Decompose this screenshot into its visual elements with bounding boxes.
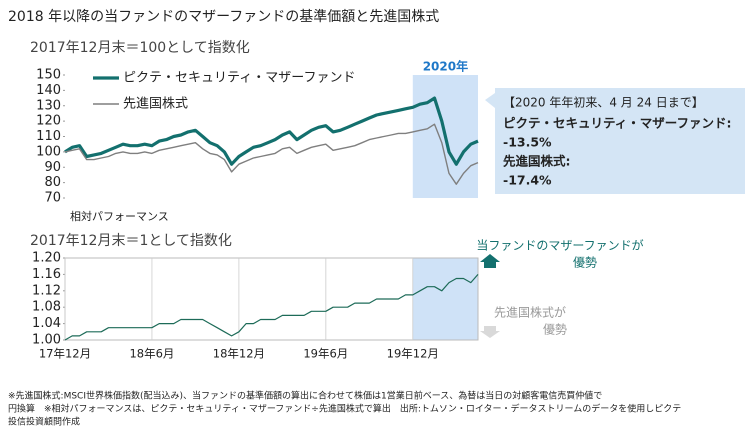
annotation: 当ファンドのマザーファンドが — [476, 238, 643, 253]
y-tick-label: 1.00 — [32, 333, 61, 348]
panel-title: 相対パフォーマンス — [70, 209, 169, 223]
y-tick-label: 1.16 — [32, 267, 61, 282]
y-tick-label: 90 — [44, 160, 61, 175]
callout-pointer — [485, 93, 495, 108]
annotation: 優勢 — [573, 255, 597, 270]
y-tick-label: 130 — [36, 98, 61, 113]
y-tick-label: 1.12 — [32, 283, 61, 298]
x-tick-label: 18年12月 — [213, 347, 265, 361]
y-tick-label: 100 — [36, 144, 61, 159]
x-tick-label: 18年6月 — [129, 347, 174, 361]
series-line — [64, 96, 479, 166]
footnote: 円換算 ※相対パフォーマンスは、ピクテ・セキュリティ・マザーファンド÷先進国株式… — [8, 403, 681, 415]
legend-label: 先進国株式 — [123, 97, 188, 112]
down-arrow — [480, 326, 500, 338]
y-tick-label: 1.20 — [32, 251, 61, 266]
highlight-band — [412, 258, 478, 340]
callout-value: -13.5% — [503, 135, 552, 150]
y-tick-label: 150 — [36, 68, 61, 83]
annotation: 優勢 — [543, 322, 567, 337]
y-tick-label: 120 — [36, 114, 61, 129]
y-tick-label: 110 — [36, 129, 61, 144]
chart-title: 2018 年以降の当ファンドのマザーファンドの基準価額と先進国株式 — [8, 8, 439, 25]
x-tick-label: 19年6月 — [303, 347, 348, 361]
y-tick-label: 1.08 — [32, 300, 61, 315]
highlight-label: 2020年 — [423, 59, 468, 74]
subtitle: 2017年12月末＝100として指数化 — [30, 40, 250, 56]
x-tick-label: 19年12月 — [387, 347, 439, 361]
callout-name: ピクテ・セキュリティ・マザーファンド: — [503, 116, 732, 131]
footnote: 投信投資顧問作成 — [8, 416, 80, 428]
footnote: ※先進国株式:MSCI世界株価指数(配当込み)、当ファンドの基準価額の算出に合わ… — [8, 390, 602, 402]
annotation: 先進国株式が — [494, 305, 566, 320]
callout-box — [495, 88, 745, 194]
callout-value: -17.4% — [503, 173, 552, 188]
y-tick-label: 1.04 — [32, 316, 61, 331]
callout-name: 先進国株式: — [503, 154, 571, 169]
series-line — [64, 123, 479, 185]
x-tick-label: 17年12月 — [39, 347, 91, 361]
callout-title: 【2020 年年初来、4 月 24 日まで】 — [503, 96, 704, 110]
y-tick-label: 70 — [44, 191, 61, 206]
series-line — [64, 274, 479, 341]
subtitle: 2017年12月末＝1として指数化 — [30, 233, 232, 249]
legend-label: ピクテ・セキュリティ・マザーファンド — [123, 71, 355, 86]
up-arrow — [480, 254, 500, 268]
y-tick-label: 80 — [44, 175, 61, 190]
y-tick-label: 140 — [36, 83, 61, 98]
